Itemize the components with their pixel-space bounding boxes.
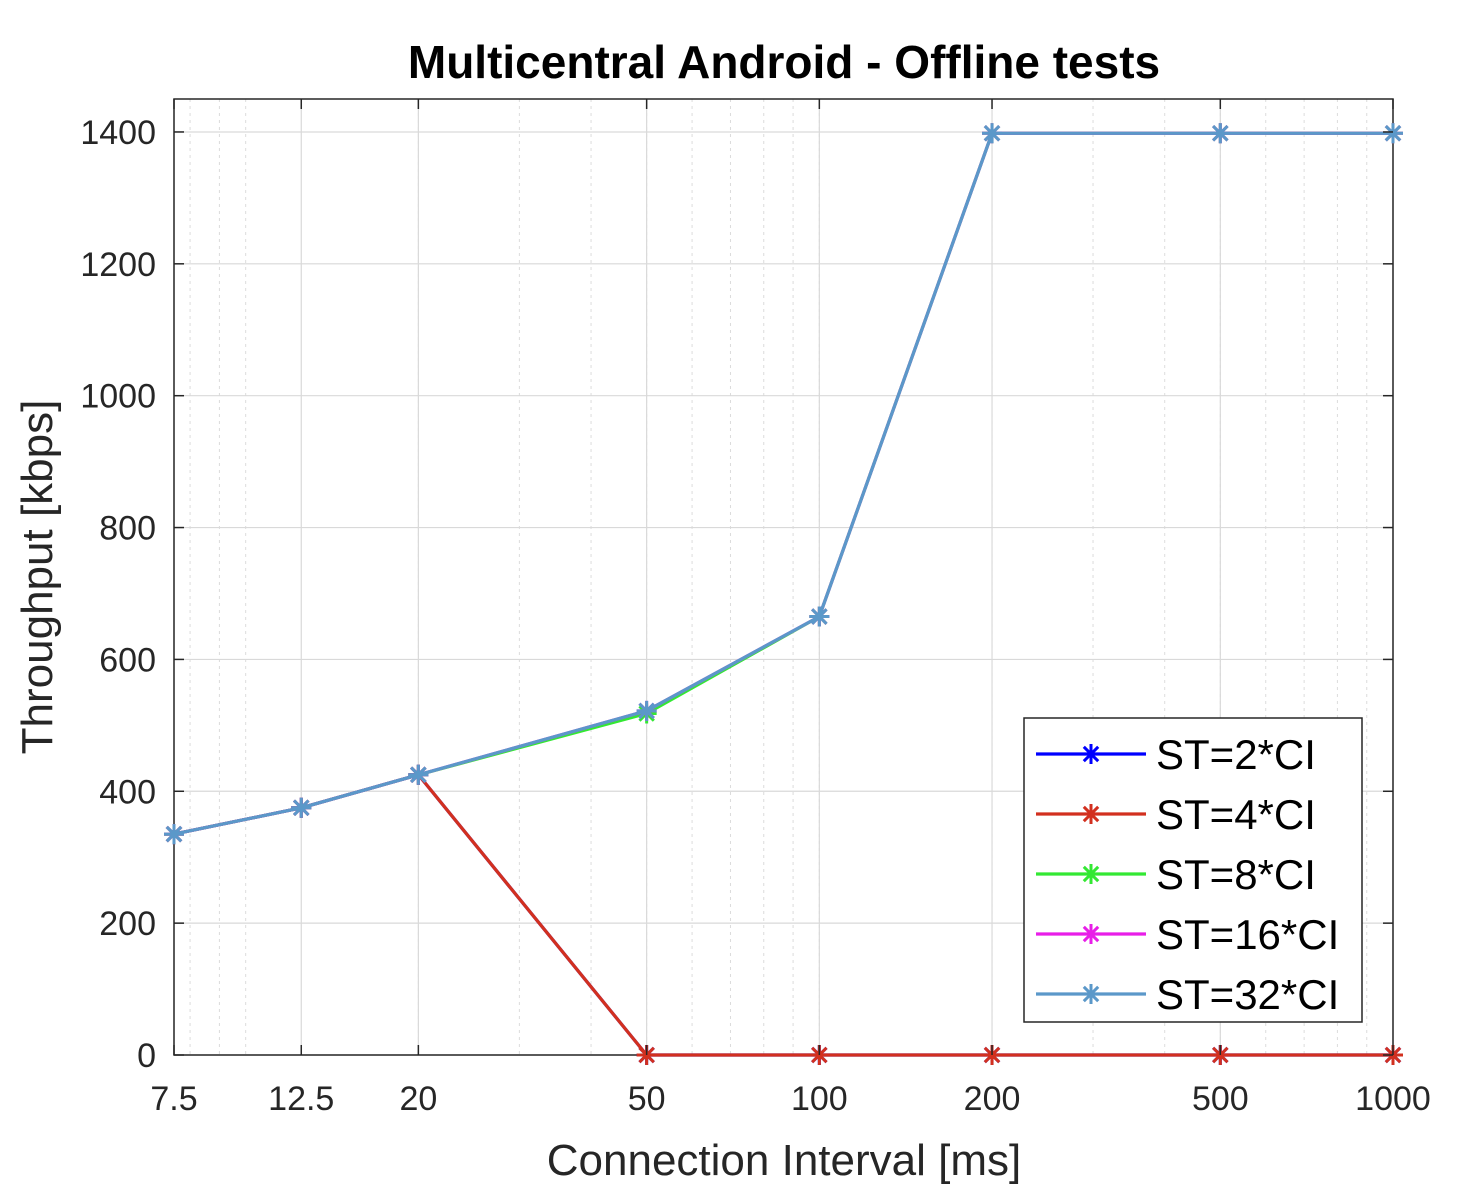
legend-marker — [1081, 804, 1101, 824]
chart-title: Multicentral Android - Offline tests — [408, 36, 1160, 88]
legend-marker-shape — [1081, 804, 1101, 824]
y-tick-label: 400 — [99, 773, 156, 811]
tick-labels: 7.5 12.5 20 50 100 200 500 1000 0 200 400 600 800 100… — [80, 99, 1431, 1118]
legend-marker — [1081, 864, 1101, 884]
y-tick-label: 600 — [99, 641, 156, 679]
data-point — [1383, 123, 1403, 144]
x-axis-title: Connection Interval [ms] — [547, 1136, 1021, 1184]
x-tick-label: 100 — [791, 1080, 848, 1118]
legend-item: ST=32*CI — [1036, 971, 1339, 1018]
legend-item: ST=4*CI — [1036, 791, 1316, 838]
y-tick-label: 1400 — [80, 114, 156, 152]
legend-item: ST=8*CI — [1036, 851, 1316, 898]
x-tick-label: 12.5 — [268, 1080, 334, 1118]
x-tick-label: 50 — [628, 1080, 666, 1118]
y-tick-label: 1200 — [80, 246, 156, 284]
x-tick-label: 20 — [399, 1080, 437, 1118]
legend-box — [1023, 717, 1363, 1023]
legend-item: ST=16*CI — [1036, 911, 1339, 958]
data-point-shape — [636, 700, 657, 721]
series-layer — [164, 123, 1403, 1065]
legend-marker-shape — [1081, 744, 1101, 764]
legend-marker-shape — [1081, 984, 1101, 1004]
legend-label: ST=32*CI — [1156, 971, 1339, 1018]
data-point — [408, 764, 429, 785]
x-tick-label: 1000 — [1355, 1080, 1431, 1118]
x-tick-label: 200 — [964, 1080, 1021, 1118]
data-point-shape — [1383, 123, 1403, 144]
legend-marker-shape — [1081, 924, 1101, 944]
legend-marker — [1081, 984, 1101, 1004]
data-point — [809, 606, 830, 627]
data-point-shape — [982, 123, 1003, 144]
legend-label: ST=8*CI — [1156, 851, 1316, 898]
data-point — [636, 700, 657, 721]
legend-item: ST=2*CI — [1036, 731, 1316, 778]
y-tick-label: 200 — [99, 905, 156, 943]
y-tick-label: 1000 — [80, 378, 156, 416]
legend-label: ST=4*CI — [1156, 791, 1316, 838]
series-ST=32*CI — [164, 123, 1403, 845]
data-point — [1210, 123, 1231, 144]
y-axis-title: Throughput [kbps] — [13, 400, 62, 755]
legend-label: ST=2*CI — [1156, 731, 1316, 778]
legend: ST=2*CI ST=4*CI ST=8*CI ST=16*CI ST=32*CI — [1023, 717, 1363, 1023]
legend-marker — [1081, 744, 1101, 764]
data-point-shape — [809, 606, 830, 627]
y-tick-label: 0 — [137, 1037, 156, 1075]
legend-marker-shape — [1081, 864, 1101, 884]
data-point-shape — [164, 824, 184, 845]
legend-marker — [1081, 924, 1101, 944]
legend-label: ST=16*CI — [1156, 911, 1339, 958]
data-point — [164, 824, 184, 845]
data-point-shape — [408, 764, 429, 785]
data-point — [982, 123, 1003, 144]
x-tick-label: 500 — [1192, 1080, 1249, 1118]
y-tick-label: 800 — [99, 510, 156, 548]
data-point-shape — [291, 797, 312, 818]
data-point-shape — [1210, 123, 1231, 144]
data-point — [291, 797, 312, 818]
series-line — [173, 131, 1393, 836]
x-tick-label: 7.5 — [150, 1080, 197, 1118]
